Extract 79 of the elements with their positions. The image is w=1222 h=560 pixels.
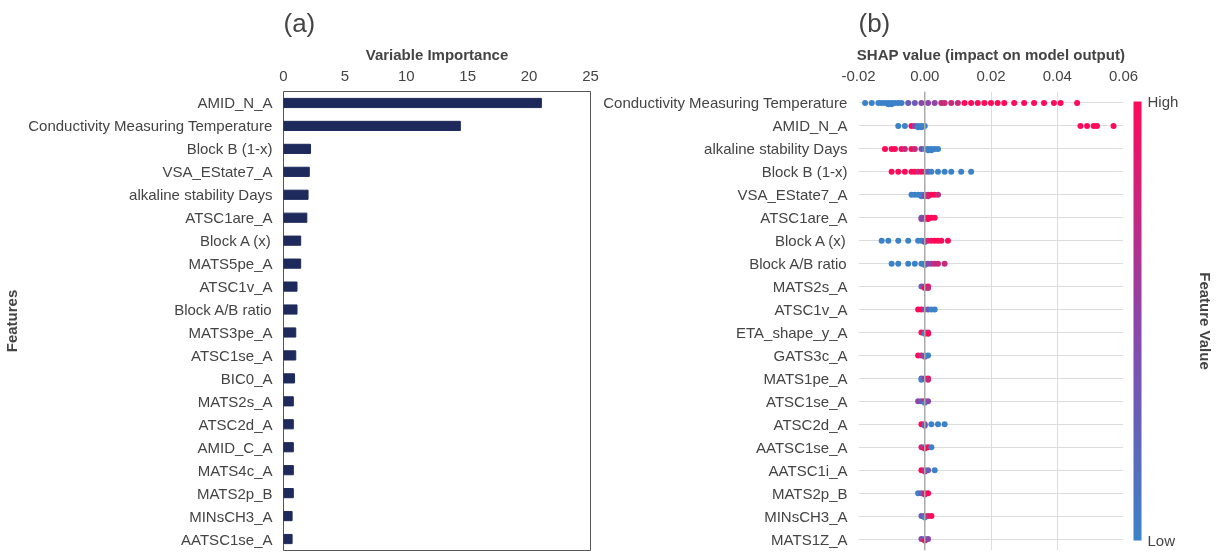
y-tick-label: AATSC1i_A bbox=[768, 461, 848, 479]
bar bbox=[283, 143, 312, 154]
x-tick-label: 10 bbox=[397, 66, 415, 84]
bar bbox=[283, 465, 294, 476]
y-tick-label: Conductivity Measuring Temperature bbox=[28, 117, 273, 135]
y-tick-label: MATS2s_A bbox=[772, 278, 848, 296]
bar bbox=[283, 350, 297, 361]
color-bar-title: Feature Value bbox=[1196, 272, 1214, 370]
y-tick-label: ATSC1se_A bbox=[766, 392, 848, 410]
y-tick-label: ATSC2d_A bbox=[198, 415, 273, 433]
x-tick-label: 25 bbox=[582, 66, 599, 84]
y-tick-label: MATS1Z_A bbox=[771, 530, 848, 548]
x-tick-label: 5 bbox=[340, 66, 350, 84]
bar bbox=[283, 120, 461, 132]
x-tick-label: 15 bbox=[459, 66, 477, 84]
y-tick-label: ATSC1are_A bbox=[185, 209, 273, 227]
color-bar-label: Low bbox=[1147, 532, 1176, 549]
y-tick-label: AATSC1se_A bbox=[181, 530, 273, 548]
y-tick-label: MATS2p_B bbox=[196, 484, 273, 502]
y-tick-label: Block A/B ratio bbox=[174, 301, 272, 319]
chart-title: (b) bbox=[858, 7, 891, 38]
bar bbox=[283, 510, 293, 522]
color-bar-label: High bbox=[1147, 93, 1179, 110]
bar bbox=[283, 235, 302, 246]
x-tick-label: 0.04 bbox=[1042, 66, 1072, 84]
bar bbox=[283, 258, 302, 269]
y-tick-label: Block A/B ratio bbox=[749, 255, 847, 273]
y-tick-label: AMID_C_A bbox=[197, 438, 273, 456]
y-tick-label: MATS1pe_A bbox=[763, 369, 848, 387]
bar bbox=[283, 373, 296, 384]
y-tick-label: Block A (x) bbox=[199, 232, 271, 250]
chart-title: (a) bbox=[283, 7, 316, 38]
y-tick-label: MATS3pe_A bbox=[188, 323, 273, 341]
bar bbox=[283, 189, 309, 200]
x-tick-label: 0.00 bbox=[910, 66, 940, 84]
y-tick-label: Block A (x) bbox=[774, 232, 846, 250]
x-tick-label: 0 bbox=[279, 66, 288, 84]
y-tick-label: ATSC1v_A bbox=[199, 278, 273, 296]
y-tick-label: alkaline stability Days bbox=[129, 186, 273, 204]
y-tick-label: MATS4c_A bbox=[197, 461, 273, 479]
bar bbox=[283, 419, 294, 430]
x-tick-label: 0.06 bbox=[1108, 66, 1139, 84]
y-tick-label: AATSC1se_A bbox=[756, 438, 848, 456]
bar bbox=[283, 212, 308, 223]
y-tick-label: ATSC1se_A bbox=[191, 346, 273, 364]
y-tick-label: VSA_EState7_A bbox=[737, 186, 848, 204]
y-axis-title: Features bbox=[3, 289, 21, 353]
x-tick-label: 20 bbox=[520, 66, 538, 84]
y-tick-label: Block B (1-x) bbox=[186, 140, 273, 158]
bar bbox=[283, 327, 297, 338]
y-tick-label: MINsCH3_A bbox=[189, 507, 273, 525]
y-tick-label: Block B (1-x) bbox=[761, 163, 848, 181]
bar bbox=[283, 488, 294, 499]
y-tick-label: ATSC1v_A bbox=[774, 301, 848, 319]
y-tick-label: ETA_shape_y_A bbox=[736, 323, 848, 341]
y-tick-label: GATS3c_A bbox=[773, 346, 848, 364]
y-tick-label: ATSC2d_A bbox=[773, 415, 848, 433]
x-axis-title: Variable Importance bbox=[365, 45, 509, 63]
y-tick-label: MATS2s_A bbox=[197, 392, 273, 410]
bar bbox=[283, 281, 298, 292]
y-tick-label: AMID_N_A bbox=[197, 94, 273, 112]
y-tick-label: AMID_N_A bbox=[772, 117, 848, 135]
bar bbox=[283, 166, 310, 177]
y-tick-label: Conductivity Measuring Temperature bbox=[603, 94, 848, 112]
bar bbox=[283, 442, 294, 453]
bar bbox=[283, 97, 542, 109]
y-tick-label: MATS5pe_A bbox=[188, 255, 273, 273]
bar bbox=[283, 533, 293, 545]
x-axis-title: SHAP value (impact on model output) bbox=[856, 45, 1125, 63]
y-tick-label: alkaline stability Days bbox=[704, 140, 848, 158]
x-tick-label: -0.02 bbox=[841, 66, 876, 84]
y-tick-label: MINsCH3_A bbox=[764, 507, 848, 525]
bar bbox=[283, 304, 298, 315]
y-tick-label: MATS2p_B bbox=[771, 484, 848, 502]
y-tick-label: VSA_EState7_A bbox=[162, 163, 273, 181]
y-tick-label: BIC0_A bbox=[220, 369, 273, 387]
bar bbox=[283, 396, 294, 407]
y-tick-label: ATSC1are_A bbox=[760, 209, 848, 227]
x-tick-label: 0.02 bbox=[976, 66, 1006, 84]
